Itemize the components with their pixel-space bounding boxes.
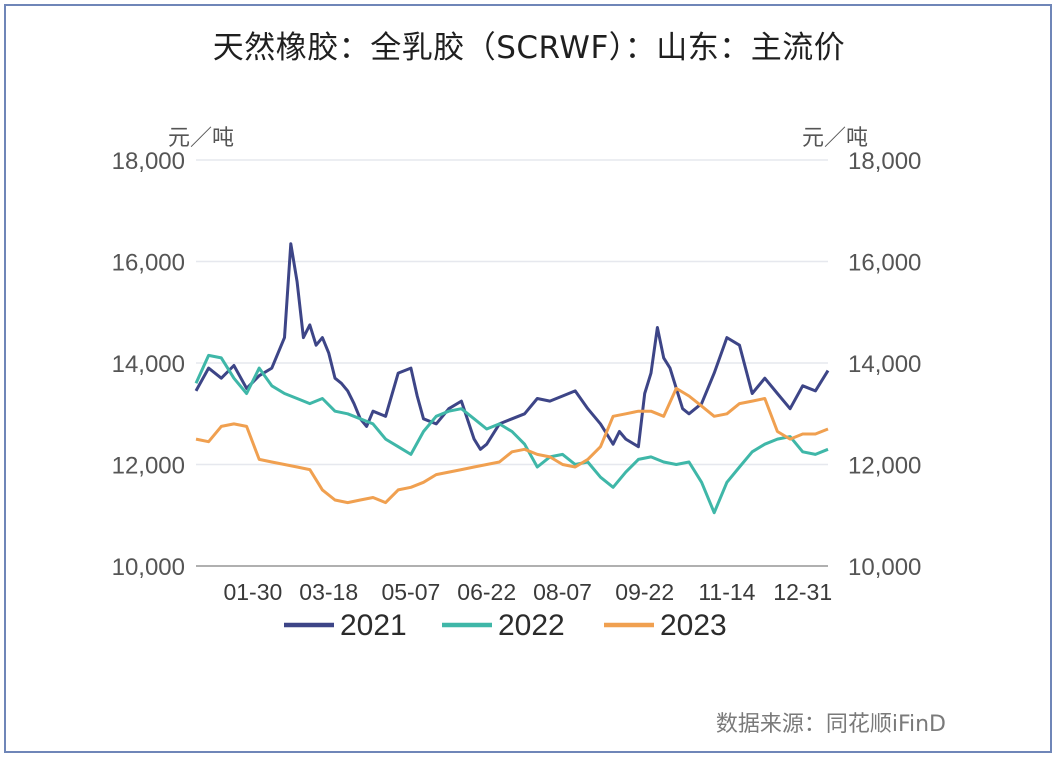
left-axis-unit: 元／吨 [168,126,235,151]
y-tick-label-left: 18,000 [112,148,185,175]
y-tick-label-left: 14,000 [112,351,185,378]
x-tick-label: 12-31 [773,579,832,605]
y-tick-label-right: 16,000 [848,250,921,277]
legend-label-2021: 2021 [340,609,407,642]
legend-label-2023: 2023 [660,609,727,642]
legend-label-2022: 2022 [498,609,565,642]
y-tick-label-left: 10,000 [112,554,185,581]
x-tick-label: 03-18 [299,579,358,605]
right-axis-unit: 元／吨 [802,126,869,151]
series-line-2021 [194,242,830,451]
y-tick-label-right: 18,000 [848,148,921,175]
chart-frame [4,4,1052,753]
x-tick-label: 06-22 [457,579,516,605]
y-tick-label-right: 14,000 [848,351,921,378]
data-source-note: 数据来源：同花顺iFinD [715,712,946,737]
x-tick-label: 09-22 [615,579,674,605]
chart-title: 天然橡胶：全乳胶（SCRWF）：山东：主流价 [212,30,846,66]
y-tick-label-right: 10,000 [848,554,921,581]
x-tick-label: 01-30 [223,579,282,605]
y-tick-label-left: 12,000 [112,453,185,480]
y-tick-label-left: 16,000 [112,250,185,277]
x-tick-label: 11-14 [698,579,755,605]
x-tick-label: 05-07 [381,579,440,605]
series-line-2023 [195,386,829,505]
x-tick-label: 08-07 [533,579,592,605]
y-tick-label-right: 12,000 [848,453,921,480]
series-line-2022 [194,353,829,515]
